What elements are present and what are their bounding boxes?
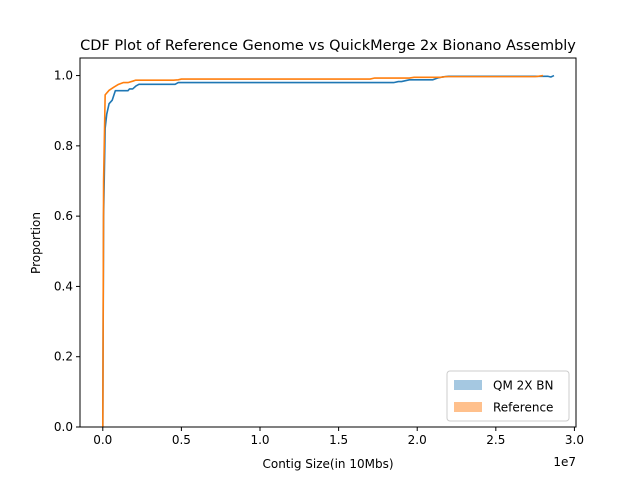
- y-tick-label: 0.6: [54, 209, 73, 223]
- y-tick-label: 0.8: [54, 139, 73, 153]
- legend-label-reference: Reference: [493, 401, 553, 415]
- x-axis: 0.0 0.5 1.0 1.5 2.0 2.5 3.0: [93, 427, 584, 447]
- y-tick-label: 1.0: [54, 69, 73, 83]
- x-tick-label: 2.0: [408, 433, 427, 447]
- x-tick-label: 2.5: [486, 433, 505, 447]
- y-tick-label: 0.4: [54, 279, 73, 293]
- x-tick-label: 1.0: [250, 433, 269, 447]
- plot-lines: [102, 74, 555, 428]
- series-line-reference: [102, 74, 544, 428]
- y-tick-label: 0.2: [54, 350, 73, 364]
- legend-swatch-reference: [454, 402, 482, 412]
- legend-swatch-qm-2x-bn: [454, 380, 482, 390]
- x-tick-label: 3.0: [565, 433, 584, 447]
- legend: QM 2X BN Reference: [446, 370, 570, 422]
- x-tick-label: 0.5: [172, 433, 191, 447]
- x-tick-label: 1.5: [329, 433, 348, 447]
- y-axis: 0.0 0.2 0.4 0.6 0.8 1.0: [54, 69, 80, 434]
- x-axis-offset-label: 1e7: [553, 455, 576, 469]
- x-tick-label: 0.0: [93, 433, 112, 447]
- legend-label-qm-2x-bn: QM 2X BN: [493, 379, 554, 393]
- x-axis-label: Contig Size(in 10Mbs): [262, 457, 393, 471]
- y-tick-label: 0.0: [54, 420, 73, 434]
- plot-frame: [79, 57, 577, 428]
- chart-title: CDF Plot of Reference Genome vs QuickMer…: [80, 38, 576, 54]
- y-axis-label: Proportion: [29, 212, 43, 274]
